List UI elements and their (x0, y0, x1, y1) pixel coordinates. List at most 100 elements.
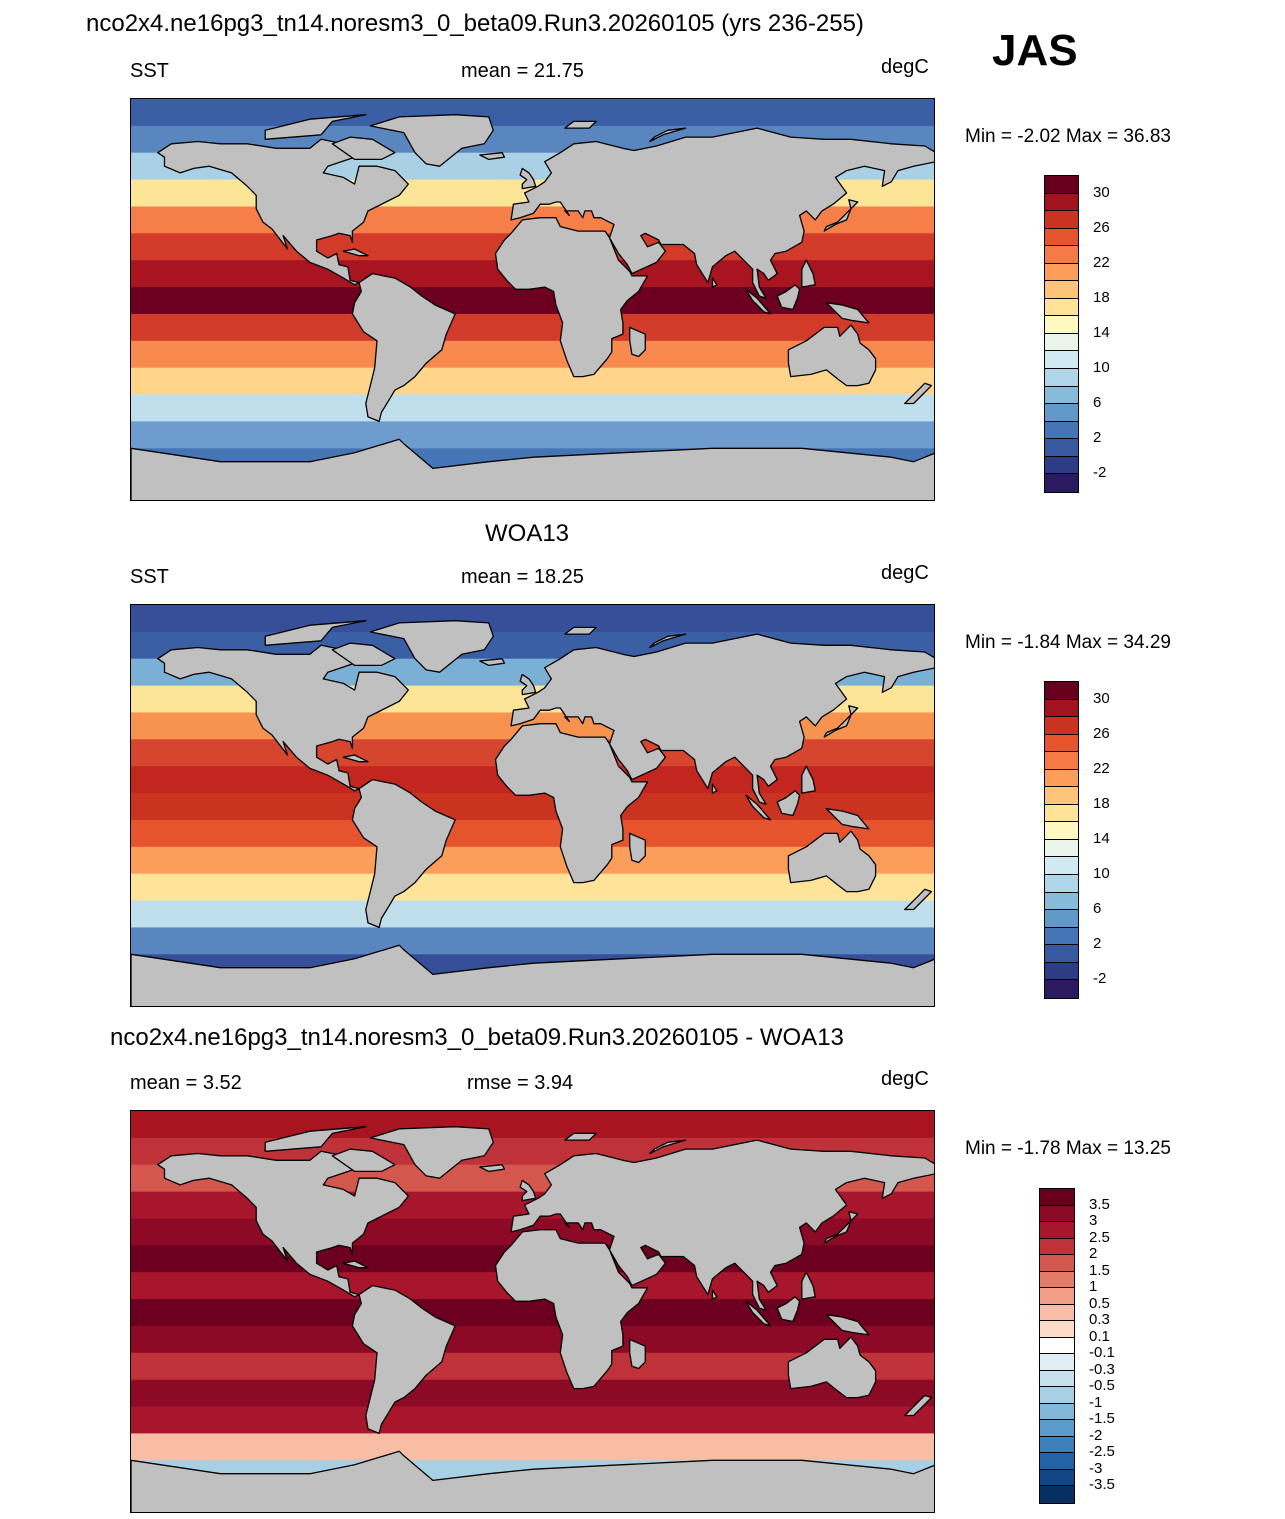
colorbar-swatch (1045, 421, 1078, 440)
colorbar-tick-label: 22 (1093, 253, 1110, 271)
colorbar-swatch (1045, 263, 1078, 282)
colorbar-tick-label: 2 (1093, 935, 1102, 953)
landmass-south-america (351, 272, 456, 423)
colorbar-swatch (1045, 857, 1078, 876)
colorbar-swatch (1045, 787, 1078, 805)
landmass-australia (787, 1336, 877, 1399)
colorbar-tick-label: 3.5 (1089, 1195, 1110, 1213)
colorbar-tick-label: -2 (1093, 970, 1107, 988)
colorbar-swatch (1040, 1420, 1074, 1437)
colorbar-tick-label: -2 (1093, 464, 1107, 482)
colorbar-tick-label: 14 (1093, 324, 1110, 341)
colorbar-swatch (1045, 910, 1078, 928)
ocean-field-band (131, 819, 934, 848)
model-sst-colorbar (1044, 175, 1079, 493)
landmass-borneo (776, 790, 801, 817)
landmass-australia (787, 324, 877, 387)
panel2-title: WOA13 (485, 520, 570, 547)
colorbar-swatch (1040, 1403, 1074, 1421)
panel3-center-label: rmse = 3.94 (467, 1072, 574, 1094)
colorbar-swatch (1045, 769, 1078, 788)
landmass-greenland (369, 1126, 494, 1179)
colorbar-swatch (1045, 439, 1078, 457)
panel2-unit-label: degC (881, 562, 929, 584)
landmass-baffin (331, 1148, 396, 1173)
landmass-philippines (801, 259, 816, 288)
landmass-greenland (369, 620, 494, 673)
panel1-left-label: SST (130, 60, 169, 82)
colorbar-tick-label: 10 (1093, 359, 1110, 377)
colorbar-swatch (1045, 404, 1078, 422)
colorbar-tick-label: 18 (1093, 794, 1110, 812)
landmass-philippines (801, 1271, 816, 1300)
colorbar-swatch (1045, 333, 1078, 352)
landmass-arctic-islands (264, 1126, 367, 1152)
panel1-center-label: mean = 21.75 (461, 60, 584, 82)
colorbar-tick-label: -1 (1089, 1393, 1103, 1411)
colorbar-tick-label: 26 (1093, 724, 1110, 742)
colorbar-swatch (1045, 386, 1078, 405)
landmass-novaya (649, 1139, 687, 1155)
colorbar-tick-label: 14 (1093, 830, 1110, 847)
landmass-svalbard (564, 1132, 597, 1141)
ocean-field-band (131, 793, 934, 821)
colorbar-tick-label: 2.5 (1089, 1228, 1110, 1246)
landmass-iceland (479, 658, 506, 667)
colorbar-swatch (1040, 1271, 1074, 1289)
colorbar-tick-label: -3 (1089, 1459, 1103, 1477)
landmass-svalbard (564, 626, 597, 635)
landmass-japan (823, 705, 859, 738)
colorbar-swatch (1040, 1436, 1074, 1454)
colorbar-tick-label: 26 (1093, 218, 1110, 236)
colorbar-tick-label: 30 (1093, 183, 1110, 201)
panel1-unit-label: degC (881, 56, 929, 78)
colorbar-swatch (1040, 1222, 1074, 1239)
landmass-africa (494, 1229, 649, 1390)
panel2-minmax: Min = -1.84 Max = 34.29 (965, 632, 1171, 653)
landmass-madagascar (629, 1338, 646, 1370)
colorbar-tick-label: -2 (1089, 1426, 1103, 1444)
colorbar-swatch (1040, 1205, 1074, 1223)
colorbar-swatch (1045, 752, 1078, 770)
colorbar-tick-label: -0.3 (1089, 1360, 1115, 1378)
colorbar-tick-label: 0.1 (1089, 1327, 1110, 1345)
colorbar-swatch (1045, 822, 1078, 840)
colorbar-tick-label: 3 (1089, 1212, 1098, 1230)
colorbar-swatch (1045, 734, 1078, 753)
colorbar-swatch (1040, 1238, 1074, 1256)
colorbar-tick-label: 30 (1093, 689, 1110, 707)
colorbar-swatch (1045, 875, 1078, 893)
ocean-field-band (131, 313, 934, 342)
landmass-uk (519, 1179, 537, 1202)
colorbar-swatch (1040, 1387, 1074, 1404)
ocean-field-band (131, 900, 934, 929)
landmass-antarctica (131, 944, 934, 1006)
landmass-africa (494, 723, 649, 884)
colorbar-tick-label: 0.5 (1089, 1294, 1110, 1312)
ocean-field-band (131, 1406, 934, 1435)
landmass-south-america (351, 778, 456, 929)
landmass-eurasia (510, 633, 934, 805)
colorbar-tick-label: 18 (1093, 288, 1110, 306)
figure-title: nco2x4.ne16pg3_tn14.noresm3_0_beta09.Run… (86, 10, 864, 37)
landmass-south-america (351, 1284, 456, 1435)
colorbar-swatch (1045, 176, 1078, 194)
landmass-japan (823, 199, 859, 232)
colorbar-swatch (1045, 892, 1078, 911)
landmass-borneo (776, 284, 801, 311)
landmass-arctic-islands (264, 620, 367, 646)
colorbar-swatch (1045, 369, 1078, 387)
colorbar-swatch (1045, 839, 1078, 858)
landmass-madagascar (629, 832, 646, 864)
colorbar-swatch (1045, 281, 1078, 299)
landmass-svalbard (564, 120, 597, 129)
model-sst-map (130, 98, 935, 501)
panel2-left-label: SST (130, 566, 169, 588)
colorbar-tick-label: -0.1 (1089, 1344, 1115, 1362)
landmass-new-zealand (904, 888, 933, 911)
colorbar-swatch (1045, 962, 1078, 981)
panel3-minmax: Min = -1.78 Max = 13.25 (965, 1138, 1171, 1159)
panel3-title: nco2x4.ne16pg3_tn14.noresm3_0_beta09.Run… (110, 1024, 844, 1051)
colorbar-swatch (1045, 456, 1078, 475)
panel3-left-label: mean = 3.52 (130, 1072, 242, 1094)
